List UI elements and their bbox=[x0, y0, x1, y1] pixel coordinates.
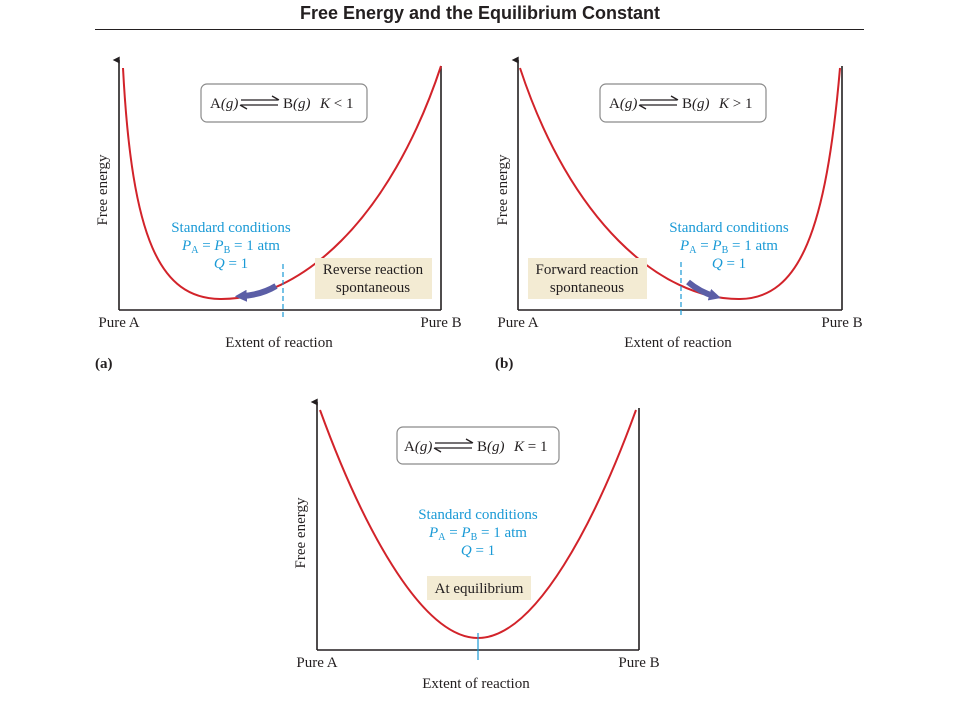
y-axis-label: Free energy bbox=[95, 154, 111, 225]
forward-arrow bbox=[686, 279, 721, 301]
standard-conditions-title: Standard conditions bbox=[669, 220, 789, 236]
title-divider bbox=[95, 29, 864, 30]
equation-k: K < 1 bbox=[319, 96, 353, 112]
panel-letter: (b) bbox=[495, 356, 513, 372]
panel-c: Free energy Pure A Pure B Extent of reac… bbox=[293, 398, 660, 692]
q-equation: Q = 1 bbox=[712, 256, 746, 272]
equation-product: B(g) bbox=[477, 439, 505, 455]
pure-b-label: Pure B bbox=[420, 315, 461, 331]
x-axis-label: Extent of reaction bbox=[422, 676, 530, 692]
status-box bbox=[427, 576, 531, 600]
status-line-1: Reverse reaction bbox=[323, 262, 424, 278]
status-line-1: At equilibrium bbox=[435, 581, 524, 597]
equation-reactant: A(g) bbox=[210, 96, 238, 112]
equilibrium-arrows-icon bbox=[239, 95, 280, 110]
equation-reactant: A(g) bbox=[404, 439, 432, 455]
pure-a-label: Pure A bbox=[296, 655, 337, 671]
equilibrium-arrows-icon bbox=[638, 95, 679, 110]
q-equation: Q = 1 bbox=[461, 543, 495, 559]
equation-reactant: A(g) bbox=[609, 96, 637, 112]
equation-product: B(g) bbox=[283, 96, 311, 112]
q-equation: Q = 1 bbox=[214, 256, 248, 272]
equation-k: K = 1 bbox=[513, 439, 547, 455]
status-line-1: Forward reaction bbox=[536, 262, 639, 278]
pure-b-label: Pure B bbox=[618, 655, 659, 671]
equation-box bbox=[200, 83, 368, 123]
equation-k: K > 1 bbox=[718, 96, 752, 112]
x-axis-label: Extent of reaction bbox=[624, 335, 732, 351]
panel-letter: (a) bbox=[95, 356, 113, 372]
pressure-equation: PA = PB = 1 atm bbox=[428, 525, 527, 543]
pure-b-label: Pure B bbox=[821, 315, 862, 331]
x-axis-label: Extent of reaction bbox=[225, 335, 333, 351]
equation-box bbox=[599, 83, 767, 123]
status-box bbox=[528, 258, 647, 299]
y-axis-label: Free energy bbox=[495, 154, 511, 225]
equation-product: B(g) bbox=[682, 96, 710, 112]
status-line-2: spontaneous bbox=[336, 280, 410, 296]
standard-conditions-title: Standard conditions bbox=[418, 507, 538, 523]
free-energy-curve bbox=[519, 67, 841, 301]
standard-conditions-title: Standard conditions bbox=[171, 220, 291, 236]
pressure-equation: PA = PB = 1 atm bbox=[181, 238, 280, 256]
page-title: Free Energy and the Equilibrium Constant bbox=[299, 3, 661, 23]
equilibrium-arrows-icon bbox=[433, 438, 474, 453]
pure-a-label: Pure A bbox=[497, 315, 538, 331]
reverse-arrow bbox=[234, 283, 278, 302]
panel-b: Free energy Pure A Pure B Extent of reac… bbox=[495, 56, 863, 372]
equation-box bbox=[396, 426, 560, 465]
pressure-equation: PA = PB = 1 atm bbox=[679, 238, 778, 256]
y-axis-label: Free energy bbox=[293, 497, 309, 568]
status-box bbox=[315, 258, 432, 299]
free-energy-curve bbox=[122, 65, 442, 301]
pure-a-label: Pure A bbox=[98, 315, 139, 331]
status-line-2: spontaneous bbox=[550, 280, 624, 296]
panel-a: Free energy Pure A Pure B Extent of reac… bbox=[95, 56, 462, 372]
